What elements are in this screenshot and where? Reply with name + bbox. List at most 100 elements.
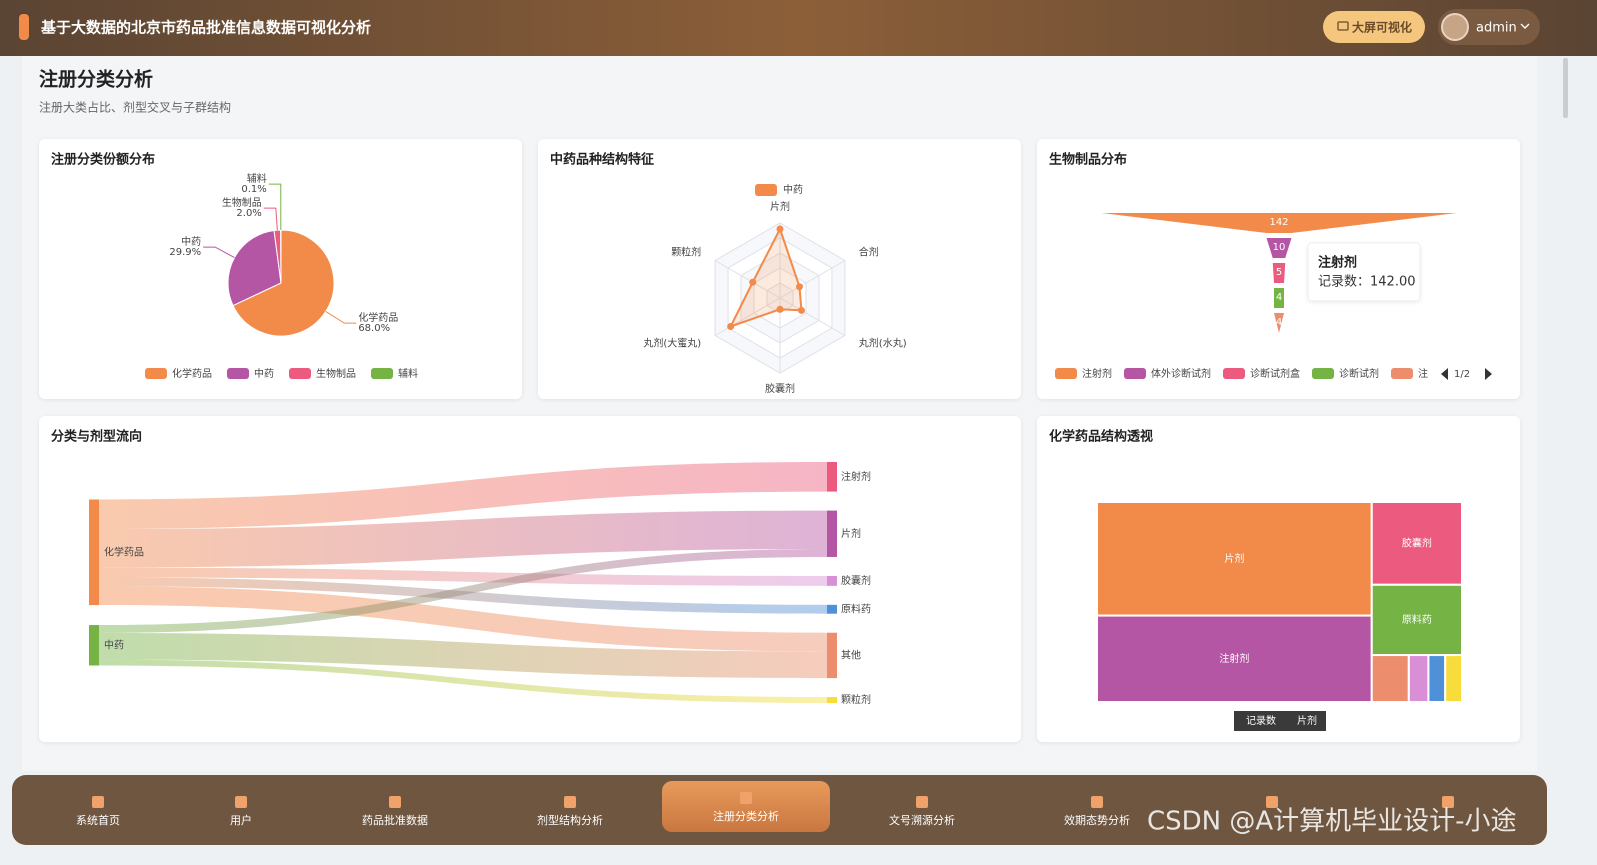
legend-label[interactable]: 生物制品	[316, 367, 356, 380]
nav-icon[interactable]	[1442, 796, 1454, 808]
legend-label[interactable]: 诊断试剂	[1339, 367, 1379, 380]
nav-icon[interactable]	[916, 796, 928, 808]
sankey-link	[99, 549, 827, 633]
funnel-stage	[1101, 213, 1457, 233]
radar-point	[776, 305, 784, 313]
scrollbar	[1563, 58, 1568, 118]
nav-label[interactable]: 注册分类分析	[713, 809, 779, 823]
dropdown-arrow	[1520, 23, 1530, 29]
user-name[interactable]: admin	[1476, 21, 1517, 36]
button-icon	[1337, 21, 1349, 31]
radar-axis	[779, 297, 846, 336]
sankey-node-label: 注射剂	[841, 470, 871, 483]
radar-axis	[779, 260, 846, 299]
legend-swatch[interactable]	[227, 368, 249, 379]
tooltip-text: 记录数：142.00	[1318, 275, 1416, 290]
avatar	[1441, 13, 1469, 41]
sankey-link	[99, 632, 827, 679]
bigscreen-button[interactable]	[1323, 11, 1425, 43]
legend-prev[interactable]	[1441, 368, 1448, 380]
legend-page[interactable]: 1/2	[1454, 369, 1470, 380]
nav-label[interactable]: 用户	[230, 813, 252, 827]
nav-label[interactable]: 效期态势分析	[1064, 813, 1130, 827]
nav-icon[interactable]	[389, 796, 401, 808]
legend-label[interactable]: 体外诊断试剂	[1151, 367, 1211, 380]
legend-swatch[interactable]	[371, 368, 393, 379]
panel-title: 中药品种结构特征	[550, 152, 654, 168]
slice-value: 29.9%	[169, 247, 201, 258]
legend-swatch[interactable]	[1223, 368, 1245, 379]
sankey-node-label: 颗粒剂	[841, 693, 871, 706]
nav-icon[interactable]	[1266, 796, 1278, 808]
legend-label[interactable]: 中药	[783, 183, 803, 196]
panel-title: 生物制品分布	[1049, 152, 1127, 168]
legend-swatch[interactable]	[1391, 368, 1413, 379]
sankey-node-label: 原料药	[841, 602, 871, 615]
label-line	[203, 246, 235, 259]
treemap-label: 原料药	[1402, 613, 1432, 626]
nav-active[interactable]	[662, 781, 830, 832]
radar-point	[797, 306, 805, 314]
slice-label: 辅料	[247, 172, 267, 185]
nav-label[interactable]: 剂型结构分析	[537, 813, 603, 827]
nav-label[interactable]: 系统首页	[76, 813, 120, 827]
sankey-node-label: 片剂	[841, 527, 861, 540]
slice-value: 2.0%	[236, 208, 261, 219]
legend-swatch[interactable]	[145, 368, 167, 379]
legend-swatch[interactable]	[1055, 368, 1077, 379]
legend-swatch[interactable]	[755, 184, 777, 196]
treemap-label: 片剂	[1224, 552, 1244, 565]
sankey-node	[827, 510, 837, 557]
sankey-node-label: 中药	[104, 638, 124, 651]
radar-label: 胶囊剂	[765, 382, 795, 395]
bigscreen-button-label[interactable]: 大屏可视化	[1352, 20, 1412, 35]
label-line	[325, 310, 357, 324]
panel-title: 化学药品结构透视	[1049, 429, 1153, 445]
panel-title: 注册分类份额分布	[51, 152, 155, 168]
treemap-cell	[1370, 654, 1410, 703]
legend-label[interactable]: 诊断试剂盒	[1250, 367, 1300, 380]
pie-slice	[232, 229, 335, 337]
treemap-label: 胶囊剂	[1402, 536, 1432, 549]
treemap-cell	[1444, 654, 1464, 703]
breadcrumb[interactable]	[1234, 711, 1296, 731]
nav-icon[interactable]	[235, 796, 247, 808]
breadcrumb-label[interactable]: 片剂	[1297, 714, 1317, 727]
legend-swatch[interactable]	[1124, 368, 1146, 379]
nav-icon[interactable]	[740, 792, 752, 804]
legend-label[interactable]: 注	[1418, 367, 1428, 380]
slice-value: 68.0%	[358, 323, 390, 334]
funnel-stage	[1266, 238, 1292, 258]
legend-next[interactable]	[1485, 368, 1492, 380]
nav-label[interactable]: 药品批准数据	[362, 813, 428, 827]
page-subtitle: 注册大类占比、剂型交叉与子群结构	[39, 100, 231, 115]
slice-value: 0.1%	[241, 184, 266, 195]
legend-label[interactable]: 中药	[254, 367, 274, 380]
sankey-node	[89, 499, 99, 606]
sankey-link	[99, 577, 827, 614]
treemap-label: 注射剂	[1219, 652, 1249, 665]
legend-swatch[interactable]	[1312, 368, 1334, 379]
funnel-value: 4	[1276, 317, 1282, 328]
sankey-node	[827, 697, 837, 703]
page-title: 注册分类分析	[39, 68, 153, 91]
sankey-link	[99, 586, 827, 652]
breadcrumb-label[interactable]: 记录数	[1246, 714, 1276, 727]
sankey-node-label: 胶囊剂	[841, 574, 871, 587]
sankey-node	[827, 462, 837, 492]
legend-swatch[interactable]	[289, 368, 311, 379]
legend-label[interactable]: 注射剂	[1082, 367, 1112, 380]
nav-label[interactable]: 文号溯源分析	[889, 813, 955, 827]
breadcrumb[interactable]	[1286, 711, 1326, 731]
nav-icon[interactable]	[1091, 796, 1103, 808]
legend-label[interactable]: 辅料	[398, 367, 418, 380]
treemap-cell	[1407, 654, 1430, 703]
radar-label: 合剂	[859, 246, 879, 259]
radar-point	[776, 225, 784, 233]
label-line	[263, 207, 278, 231]
nav-icon[interactable]	[92, 796, 104, 808]
nav-icon[interactable]	[564, 796, 576, 808]
legend-label[interactable]: 化学药品	[172, 367, 212, 380]
